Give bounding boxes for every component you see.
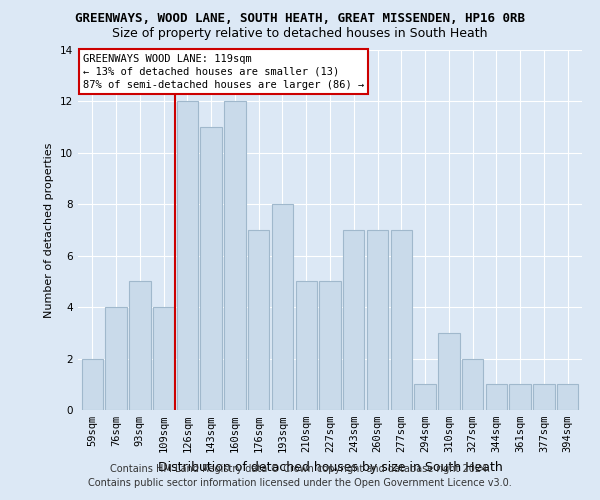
Bar [106,307,127,410]
Bar [367,230,388,410]
Bar [200,127,222,410]
Bar [533,384,554,410]
Bar [248,230,269,410]
Bar [129,282,151,410]
Bar [296,282,317,410]
Bar [224,102,245,410]
Bar [486,384,507,410]
Bar [509,384,531,410]
Y-axis label: Number of detached properties: Number of detached properties [44,142,55,318]
Bar [391,230,412,410]
Text: Size of property relative to detached houses in South Heath: Size of property relative to detached ho… [112,28,488,40]
Bar [462,358,484,410]
Bar [153,307,174,410]
Text: GREENWAYS WOOD LANE: 119sqm
← 13% of detached houses are smaller (13)
87% of sem: GREENWAYS WOOD LANE: 119sqm ← 13% of det… [83,54,364,90]
X-axis label: Distribution of detached houses by size in South Heath: Distribution of detached houses by size … [158,460,502,473]
Bar [343,230,364,410]
Bar [176,102,198,410]
Bar [438,333,460,410]
Text: Contains HM Land Registry data © Crown copyright and database right 2024.
Contai: Contains HM Land Registry data © Crown c… [88,464,512,487]
Bar [415,384,436,410]
Bar [272,204,293,410]
Bar [557,384,578,410]
Text: GREENWAYS, WOOD LANE, SOUTH HEATH, GREAT MISSENDEN, HP16 0RB: GREENWAYS, WOOD LANE, SOUTH HEATH, GREAT… [75,12,525,26]
Bar [319,282,341,410]
Bar [82,358,103,410]
